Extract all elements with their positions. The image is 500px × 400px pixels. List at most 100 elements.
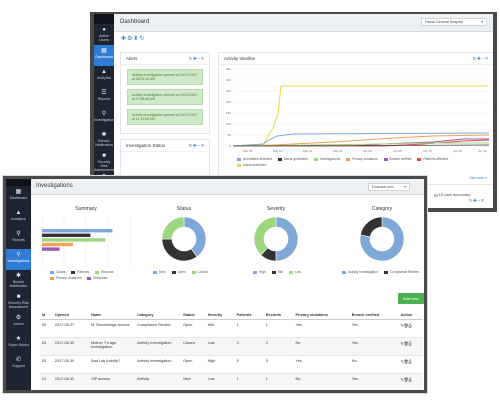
col-opened[interactable]: Opened — [52, 311, 90, 320]
back-sidebar-item-active-users[interactable]: ● Active Users — [94, 24, 114, 45]
cell-actions: ✎🗑⎙ — [398, 355, 423, 374]
card-tools[interactable]: ↻✚−✕ — [472, 56, 489, 61]
legend-entry: Privacy violations — [50, 276, 81, 281]
legend-entry: Alerts generated — [277, 157, 308, 162]
card-tools[interactable]: ↻✚−✕ — [188, 143, 205, 148]
see-more-link[interactable]: See more » — [469, 176, 487, 180]
edit-icon[interactable]: ✎ — [400, 378, 404, 382]
hospital-select[interactable]: Fausa General Hospital ▾ — [421, 18, 487, 26]
alerts-title: Alerts — [121, 53, 209, 65]
back-topbar: Dashboard Fausa General Hospital ▾ — [114, 14, 493, 32]
page-title: Dashboard — [120, 19, 150, 25]
support-icon: ✆ — [15, 357, 22, 363]
sidebar-item-admin[interactable]: ⚙ Admin — [6, 312, 31, 333]
severity-slice-high — [275, 216, 299, 262]
back-sidebar-item-risk[interactable]: ■ Security Risk Assessment — [94, 153, 114, 172]
x-tick: Apr 30 — [478, 149, 487, 153]
col-action: Action — [398, 311, 423, 320]
alert-item[interactable]: Activity investigation opened on 01/01/2… — [127, 109, 203, 125]
y-tick: 0 — [229, 144, 231, 148]
cell-name: Bad Lab Activity? — [89, 355, 136, 374]
cell-patients: 1 — [234, 319, 264, 338]
y-tick: 250 — [225, 89, 231, 93]
cell-patients: 5 — [234, 355, 264, 374]
x-tick: Mar 12 — [273, 149, 283, 153]
alert-item[interactable]: Activity investigation opened on 01/01/2… — [127, 89, 203, 105]
sidebar-item-dashboard[interactable]: ▦ Dashboard — [6, 186, 31, 207]
table-row[interactable]: 05 2017-06-27 M. Breckbridge access Comp… — [40, 319, 423, 338]
add-new-button[interactable]: Add new — [398, 293, 424, 304]
back-sidebar-item-analytics[interactable]: ▲ Analytics — [94, 66, 114, 87]
sidebar-item-reports[interactable]: ⚲ Reports — [6, 228, 31, 249]
print-icon[interactable]: ⎙ — [408, 360, 412, 364]
breach-icon: ✱ — [101, 132, 107, 138]
print-icon[interactable]: ⎙ — [408, 324, 412, 328]
x-tick: Apr 23 — [453, 149, 462, 153]
add-icon[interactable]: ✚ — [121, 36, 128, 42]
summary-legend: Cases Patients Records Privacy violation… — [50, 270, 130, 282]
table-row[interactable]: 03 2017-06-30 Bad Lab Activity? Activity… — [40, 355, 423, 374]
sidebar-item-investigations[interactable]: ⚲ Investigations — [6, 249, 31, 270]
back-sidebar-item-dashboard[interactable]: ▦ Dashboard — [94, 45, 114, 66]
col-privacy-violations[interactable]: Privacy violations — [293, 311, 350, 320]
print-icon[interactable]: ⎙ — [408, 378, 412, 382]
cell-opened: 2017-06-30 — [52, 373, 90, 390]
logo — [6, 179, 31, 186]
sidebar-item-breach[interactable]: ✱ Breach Notification — [6, 270, 31, 291]
col-breach-verified[interactable]: Breach verified — [349, 311, 399, 320]
back-sidebar-item-reports[interactable]: ☰ Reports — [94, 87, 114, 108]
back-sidebar-item-breach[interactable]: ✱ Breach Notification — [95, 132, 113, 147]
col-records[interactable]: Records — [263, 311, 294, 320]
edit-icon[interactable]: ✎ — [400, 342, 404, 346]
table-row[interactable]: 04 2017-06-30 Mother T's age Investigati… — [40, 337, 423, 356]
cell-breach: Yes — [349, 373, 399, 390]
sidebar-item-super-admin[interactable]: ★ Super Admin — [6, 333, 31, 354]
card-tools[interactable]: ↻✚−✕ — [188, 56, 205, 61]
col-category[interactable]: Category — [135, 311, 182, 320]
legend-swatch — [383, 270, 388, 274]
col-id[interactable]: Id — [40, 311, 53, 320]
table-row[interactable]: 01 2017-06-30 VIP access Activity New Lo… — [40, 373, 423, 390]
legend-entry: High — [253, 270, 266, 274]
delete-icon[interactable]: 🗑 — [403, 342, 409, 346]
legend-entry: Privacy violations — [346, 157, 378, 162]
edit-icon[interactable]: ✎ — [400, 324, 404, 328]
settings-icon[interactable]: ⚙ — [127, 36, 134, 42]
card-tools[interactable]: ↻✚−✕ — [468, 198, 485, 203]
severity-donut — [253, 216, 299, 262]
col-name[interactable]: Name — [89, 311, 136, 320]
legend-swatch — [383, 158, 388, 161]
delete-icon[interactable]: 🗑 — [403, 378, 409, 382]
cell-status: Open — [181, 355, 206, 374]
legend-swatch — [346, 158, 351, 161]
cell-name: M. Breckbridge access — [89, 319, 136, 338]
sidebar-item-support[interactable]: ✆ Support — [6, 354, 31, 375]
download-icon[interactable]: ⬇ — [133, 36, 140, 42]
refresh-icon[interactable]: ↻ — [139, 36, 146, 42]
alerts-card: Alerts ↻✚−✕ Activity investigation opene… — [120, 52, 210, 134]
legend-entry: Breach verified — [383, 157, 412, 162]
col-patients[interactable]: Patients — [234, 311, 264, 320]
col-severity[interactable]: Severity — [205, 311, 235, 320]
legend-swatch — [253, 270, 257, 274]
legend-swatch — [271, 270, 276, 274]
sidebar-item-risk[interactable]: ■ Security Risk Assessment — [6, 291, 31, 312]
front-sidebar: ▦ Dashboard ▲ Analytics ⚲ Reports ⚲ Investig… — [6, 179, 31, 390]
cell-opened: 2017-06-27 — [52, 319, 90, 338]
cell-severity: High — [205, 355, 235, 374]
alert-item[interactable]: Activity investigation opened on 01/01/2… — [127, 69, 203, 85]
print-icon[interactable]: ⎙ — [408, 342, 412, 346]
site-select[interactable]: Fusicare.com ▾ — [368, 183, 410, 191]
edit-icon[interactable]: ✎ — [400, 360, 404, 364]
delete-icon[interactable]: 🗑 — [403, 360, 409, 364]
back-sidebar: ● Active Users ▦ Dashboard ▲ Analytics ☰ Rep… — [94, 14, 116, 208]
delete-icon[interactable]: 🗑 — [403, 324, 409, 328]
back-sidebar-item-investigations[interactable]: ⚲ Investigations — [94, 111, 116, 122]
col-status[interactable]: Status — [181, 311, 206, 320]
legend-swatch — [237, 158, 241, 161]
page-title: Investigations — [36, 183, 73, 189]
sidebar-item-analytics[interactable]: ▲ Analytics — [6, 207, 31, 228]
legend-entry: Closed — [191, 270, 208, 274]
cell-patients: 1 — [234, 373, 264, 390]
legend-swatch — [50, 277, 54, 280]
